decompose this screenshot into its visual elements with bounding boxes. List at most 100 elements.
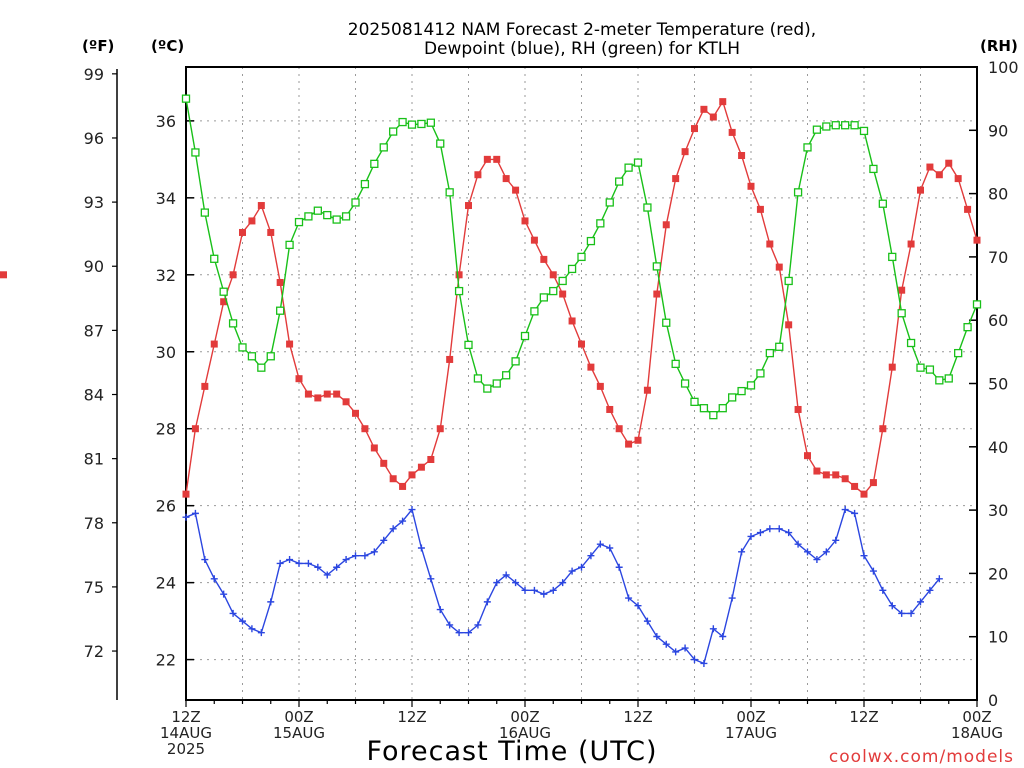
rh-point [370, 159, 379, 168]
rh-point [436, 139, 445, 148]
temperature-point [399, 482, 407, 490]
dewpoint-point [304, 559, 312, 567]
dewpoint-point [286, 556, 294, 564]
x-tick-label: 14AUG [160, 724, 212, 742]
temperature-point [945, 159, 953, 167]
temperature-point [775, 263, 783, 271]
rh-point [454, 286, 464, 296]
temperature-point [672, 175, 680, 183]
rh-point [963, 323, 972, 332]
dewpoint-point [361, 552, 369, 560]
series-rh [181, 94, 982, 420]
temperature-point [521, 217, 529, 225]
dewpoint-point [681, 644, 689, 652]
temperature-point [304, 390, 312, 398]
series-dewpoint [182, 506, 943, 667]
rh-point [925, 365, 935, 374]
rh-point [181, 94, 191, 103]
dewpoint-point [672, 648, 680, 656]
fahrenheit-tick-label: 75 [84, 578, 104, 597]
dewpoint-point [540, 590, 548, 598]
temperature-point [625, 440, 633, 448]
dewpoint-point [888, 602, 896, 610]
dewpoint-point [728, 594, 736, 602]
temperature-point [634, 436, 642, 444]
dewpoint-point [474, 621, 482, 629]
dewpoint-point [493, 579, 501, 587]
dewpoint-point [389, 525, 397, 533]
rh-point [219, 287, 228, 296]
rh-point [624, 163, 633, 172]
rh-point [746, 381, 756, 390]
dewpoint-point [559, 579, 567, 587]
temperature-point [691, 125, 698, 133]
fahrenheit-tick-label: 72 [84, 642, 104, 661]
temperature-point [314, 394, 322, 402]
dewpoint-point [342, 556, 350, 564]
y-tick-labels: 72 75 78 81 84 87 90 93 96 99 22 24 26 28 30 32 34 36 0 10 2… [84, 58, 1019, 710]
dewpoint-point [408, 506, 416, 514]
x-tick-label: 15AUG [273, 724, 325, 742]
fahrenheit-tick-label: 99 [84, 65, 104, 84]
temperature-point [719, 98, 727, 106]
dewpoint-point [926, 586, 934, 594]
dewpoint-point [643, 617, 651, 625]
temperature-point [879, 425, 887, 433]
temperature-point [578, 340, 585, 348]
celsius-tick-label: 22 [156, 651, 176, 670]
title-line-1: 2025081412 NAM Forecast 2-meter Temperat… [348, 20, 816, 40]
temperature-point [756, 205, 764, 213]
fahrenheit-tick-label: 84 [84, 386, 104, 405]
temperature-point [352, 409, 359, 417]
dewpoint-point [229, 609, 237, 617]
dewpoint-point [615, 563, 623, 571]
rh-point [492, 379, 501, 388]
dewpoint-point [257, 629, 265, 637]
temperature-point [907, 240, 915, 248]
rh-tick-label: 10 [988, 628, 1008, 647]
rh-tick-label: 20 [988, 564, 1008, 583]
rh-tick-label: 70 [988, 248, 1008, 267]
temperature-point [851, 482, 859, 490]
temperature-point [276, 278, 284, 286]
fahrenheit-tick-label: 93 [84, 193, 104, 212]
dewpoint-point [775, 525, 783, 533]
rh-point [737, 386, 746, 396]
x-tick-label: 17AUG [725, 724, 777, 742]
rh-point [520, 331, 530, 341]
x-tick-label: 18AUG [951, 724, 1003, 742]
dewpoint-point [879, 586, 887, 594]
rh-point [407, 120, 417, 129]
temperature-point [417, 463, 425, 471]
x-tick-label: 12Z [623, 708, 652, 726]
temperature-point [559, 290, 567, 298]
rh-point [445, 188, 454, 197]
series-temperature [0, 98, 981, 498]
temperature-point [483, 155, 491, 163]
rh-point [389, 127, 398, 136]
temperature-point [446, 355, 454, 363]
dewpoint-point [860, 552, 868, 560]
rh-point [200, 208, 209, 217]
dewpoint-point [323, 571, 331, 579]
celsius-tick-label: 30 [156, 343, 176, 362]
rh-point [341, 212, 351, 221]
rh-point [257, 363, 266, 372]
temperature-point [342, 398, 350, 406]
rh-point [756, 369, 765, 378]
dewpoint-point [935, 575, 943, 583]
x-tick-label: 12Z [849, 708, 878, 726]
rh-point [238, 343, 247, 352]
dewpoint-point [578, 563, 585, 571]
rh-point [869, 164, 878, 174]
rh-point [530, 307, 539, 316]
rh-point [972, 300, 982, 309]
rh-tick-label: 50 [988, 375, 1008, 394]
celsius-tick-label: 28 [156, 420, 176, 439]
temperature-point [813, 467, 821, 475]
fahrenheit-tick-label: 90 [84, 257, 104, 276]
temperature-point [860, 490, 868, 498]
dewpoint-point [794, 540, 802, 548]
dewpoint-point [549, 586, 557, 594]
